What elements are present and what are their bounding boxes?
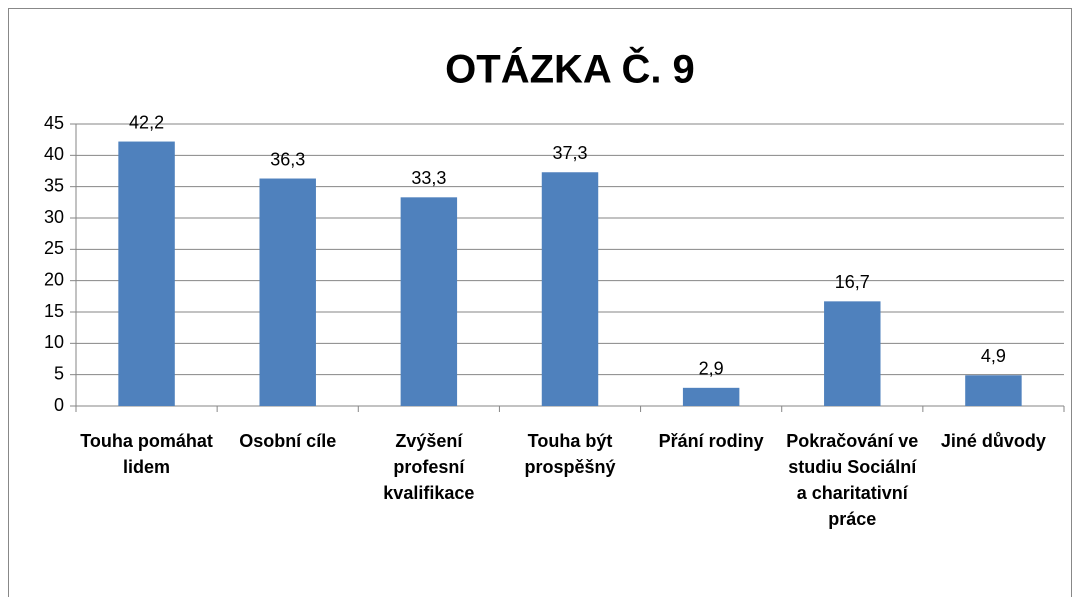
bar <box>400 197 458 406</box>
y-tick-label: 20 <box>44 269 64 289</box>
x-tick-label: Zvýšení profesní kvalifikace <box>383 431 475 503</box>
bar <box>824 301 881 406</box>
x-tick-label: Touha být prospěšný <box>524 431 616 477</box>
y-tick-label: 5 <box>54 363 64 383</box>
y-tick-label: 25 <box>44 238 64 258</box>
bar <box>541 172 599 406</box>
data-label: 2,9 <box>699 359 724 379</box>
y-tick-label: 15 <box>44 301 64 321</box>
x-tick-label: Jiné důvody <box>940 431 1046 451</box>
data-label: 36,3 <box>270 149 305 169</box>
y-tick-label: 10 <box>44 332 64 352</box>
data-label: 16,7 <box>835 272 870 292</box>
data-label: 37,3 <box>552 143 587 163</box>
bar <box>259 178 316 406</box>
bar <box>118 141 175 406</box>
y-tick-label: 0 <box>54 395 64 415</box>
x-tick-label: Touha pomáhat lidem <box>80 431 213 477</box>
x-tick-label: Osobní cíle <box>239 431 337 451</box>
x-tick-label: Pokračování ve studiu Sociální a charita… <box>786 431 919 529</box>
bar <box>965 375 1022 406</box>
y-tick-label: 40 <box>44 144 64 164</box>
y-tick-label: 35 <box>44 175 64 195</box>
x-tick-label: Přání rodiny <box>658 431 764 451</box>
y-tick-label: 30 <box>44 207 64 227</box>
data-label: 42,2 <box>129 112 164 132</box>
bar <box>682 387 740 406</box>
data-label: 4,9 <box>981 346 1006 366</box>
y-tick-label: 45 <box>44 113 64 133</box>
data-label: 33,3 <box>411 168 446 188</box>
chart-frame <box>8 8 1072 597</box>
chart-title: OTÁZKA Č. 9 <box>445 46 695 92</box>
